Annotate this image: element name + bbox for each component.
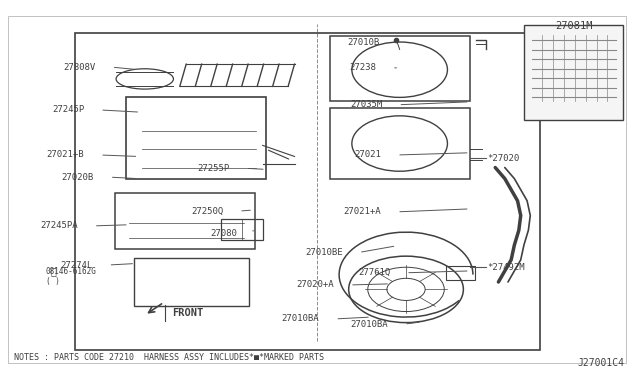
Text: 27021: 27021 <box>355 151 381 160</box>
Text: J27001C4: J27001C4 <box>577 358 625 368</box>
Bar <box>446 266 475 280</box>
Bar <box>115 193 255 249</box>
Text: 27010BE: 27010BE <box>305 248 343 257</box>
Text: 27238: 27238 <box>349 63 376 72</box>
Text: 27761Q: 27761Q <box>358 268 390 277</box>
Bar <box>75 33 540 350</box>
Text: 27080: 27080 <box>211 230 237 238</box>
Text: 27021+B: 27021+B <box>47 151 84 160</box>
Text: 27035M: 27035M <box>350 100 383 109</box>
Text: 27808V: 27808V <box>63 62 96 72</box>
Bar <box>330 109 470 179</box>
Text: FRONT: FRONT <box>172 308 204 318</box>
Text: 27250Q: 27250Q <box>191 206 223 216</box>
Text: 27020+A: 27020+A <box>296 280 334 289</box>
Text: *27492M: *27492M <box>487 263 525 272</box>
Text: 27010B: 27010B <box>348 38 380 47</box>
Text: *27020: *27020 <box>487 154 519 163</box>
Text: 27020B: 27020B <box>61 173 94 182</box>
Text: 27021+A: 27021+A <box>344 207 381 217</box>
Text: 27255P: 27255P <box>197 164 230 173</box>
Text: 27274L: 27274L <box>60 260 93 269</box>
Text: 27010BA: 27010BA <box>351 320 388 328</box>
Bar <box>221 219 262 240</box>
Text: 27245PA: 27245PA <box>40 221 78 230</box>
Text: 27245P: 27245P <box>52 105 84 115</box>
Text: 27010BA: 27010BA <box>282 314 319 323</box>
Bar <box>524 25 623 119</box>
FancyArrowPatch shape <box>268 150 289 159</box>
Bar <box>134 258 248 306</box>
Text: NOTES : PARTS CODE 27210  HARNESS ASSY INCLUDES*■*MARKED PARTS: NOTES : PARTS CODE 27210 HARNESS ASSY IN… <box>14 353 324 362</box>
Text: Ⓡ: Ⓡ <box>51 266 56 276</box>
Text: 08146-6162G
( ): 08146-6162G ( ) <box>46 267 97 286</box>
Bar <box>330 36 470 101</box>
Bar <box>125 97 266 179</box>
Text: 27081M: 27081M <box>555 21 593 31</box>
